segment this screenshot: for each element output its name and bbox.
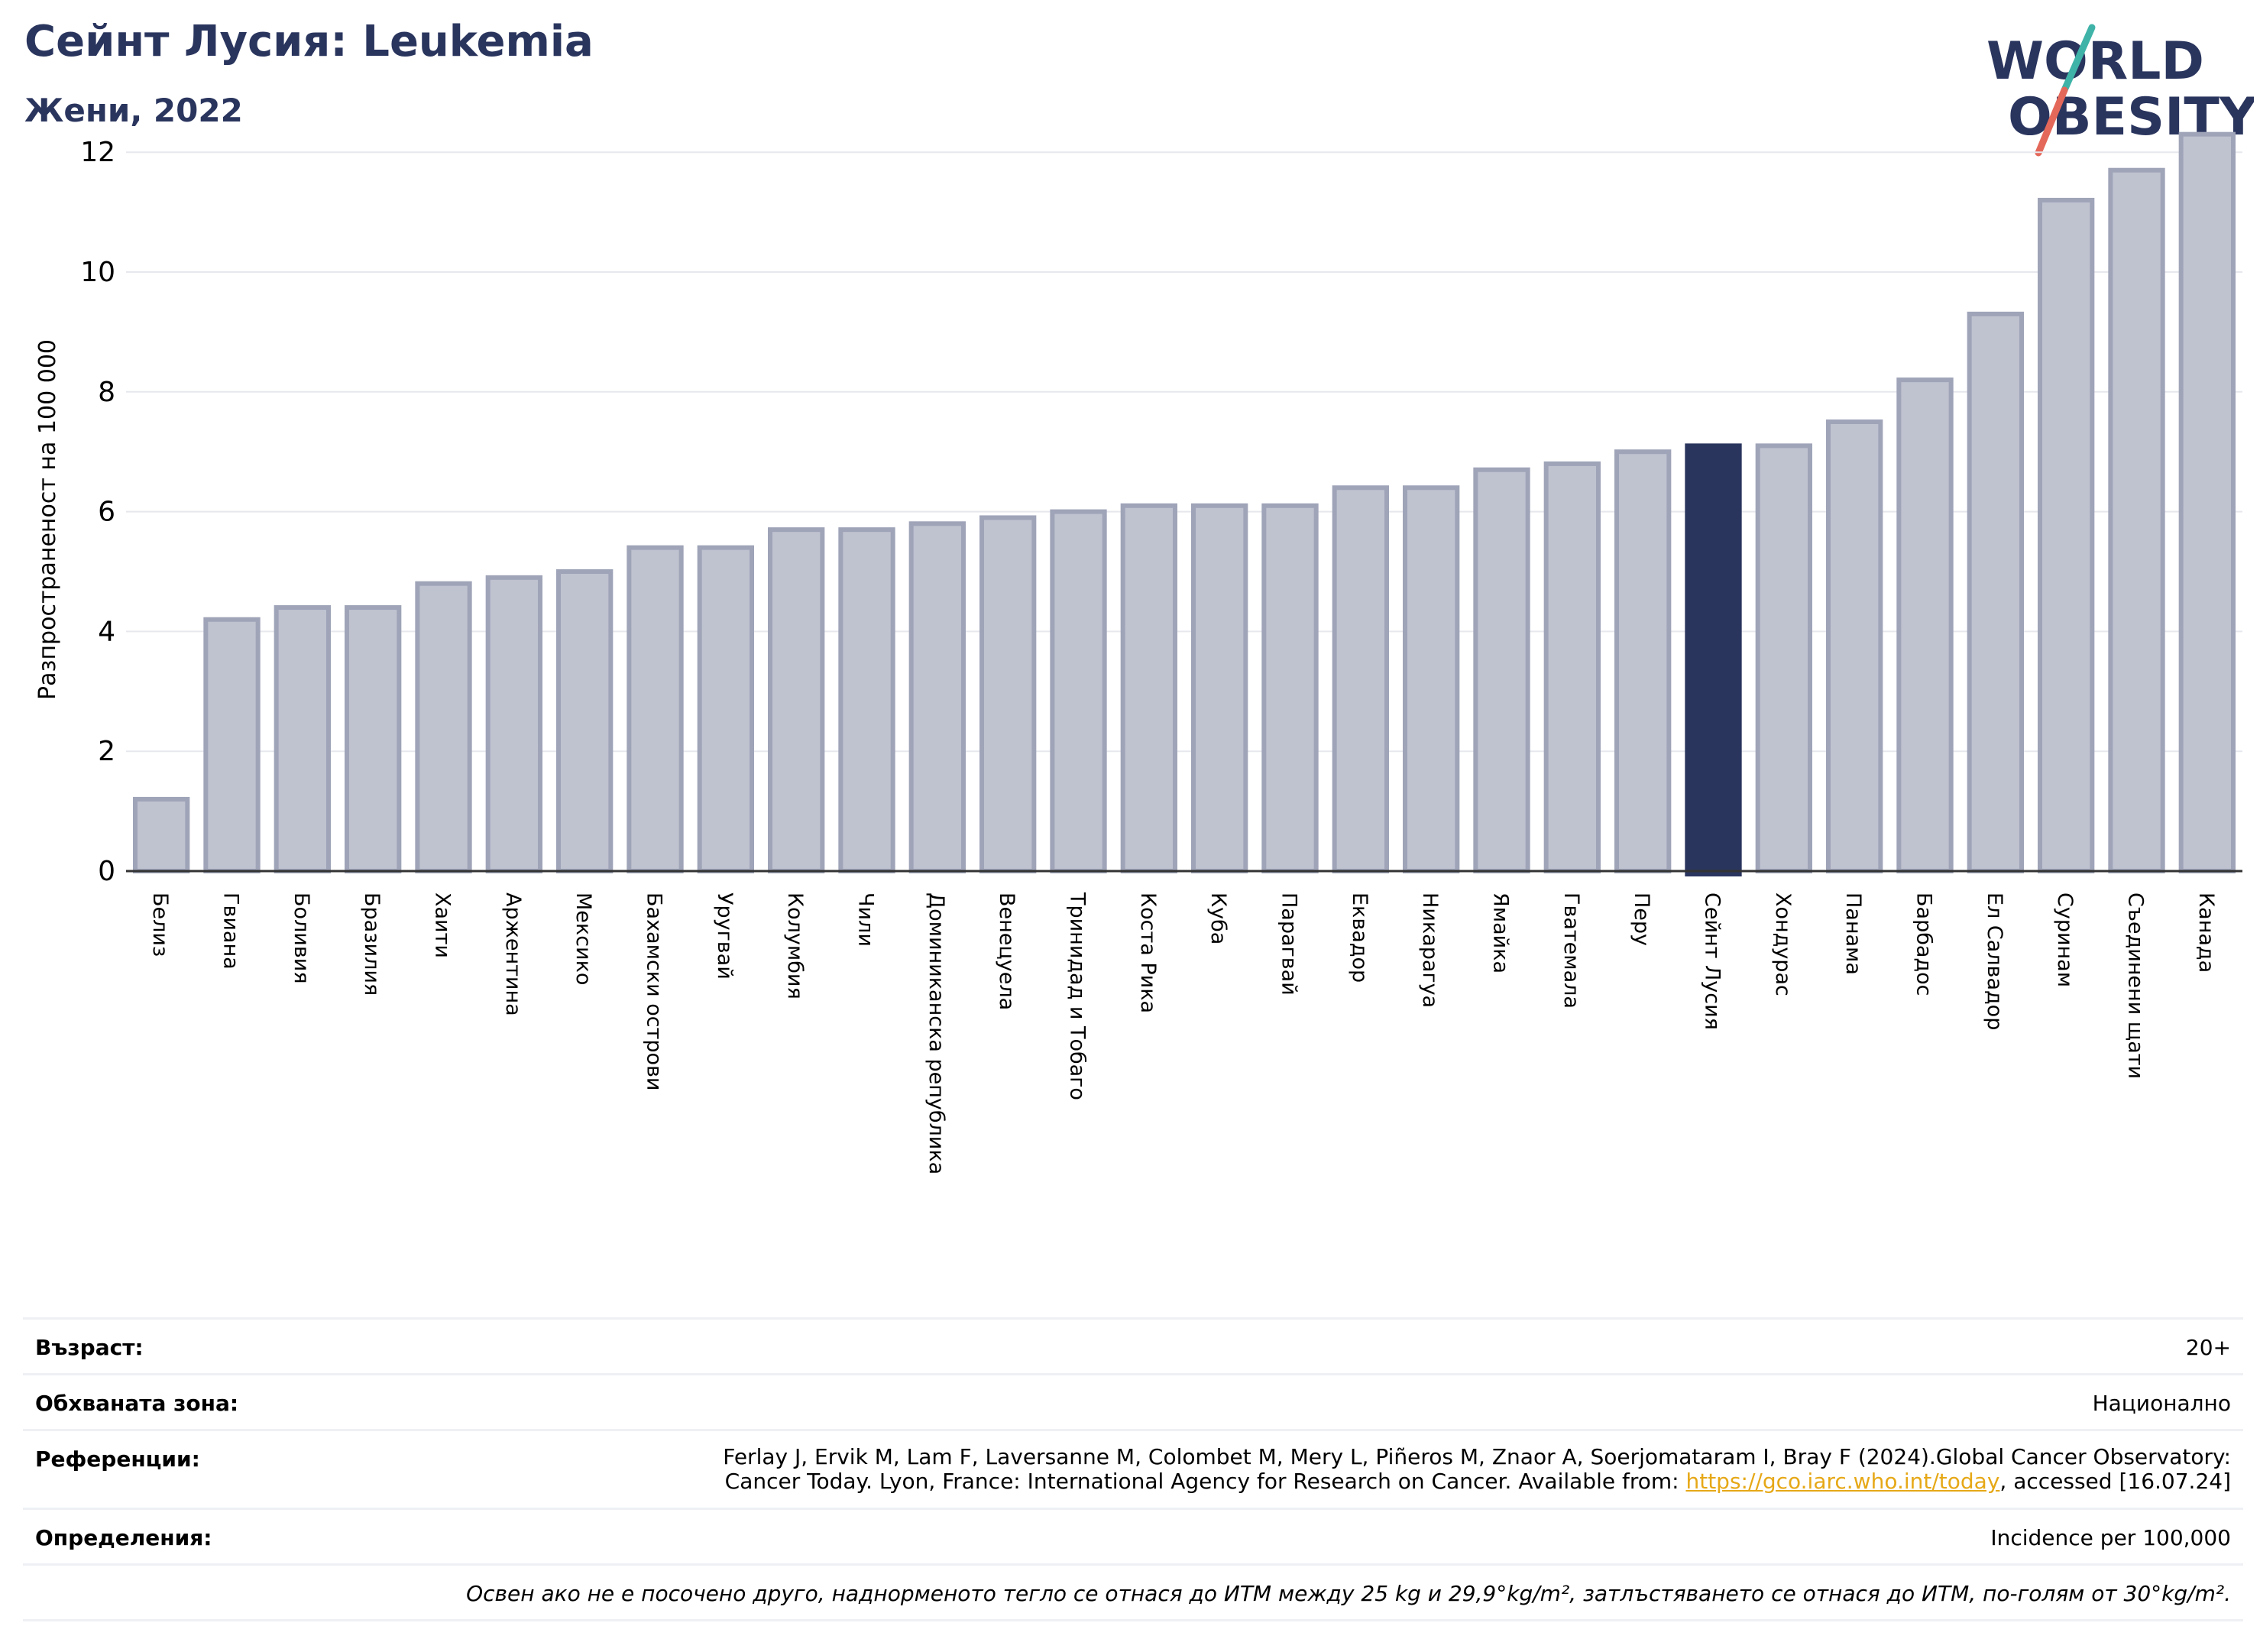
references-line2-text: Cancer Today. Lyon, France: Internationa… xyxy=(724,1469,1686,1494)
y-tick-label: 8 xyxy=(98,377,115,408)
x-tick-label: Перу xyxy=(1630,892,1653,946)
bar-18 xyxy=(1332,485,1389,873)
area-label: Обхваната зона: xyxy=(35,1391,239,1416)
x-tick-label: Ямайка xyxy=(1489,892,1513,973)
info-row-note: Освен ако не е посочено друго, наднормeн… xyxy=(23,1563,2243,1621)
x-tick-label: Парагвай xyxy=(1277,892,1301,996)
x-tick-label: Коста Рика xyxy=(1136,892,1160,1013)
bar-9 xyxy=(697,545,754,873)
bar-22 xyxy=(1614,449,1672,873)
age-label: Възраст: xyxy=(35,1335,144,1360)
y-tick-label: 2 xyxy=(98,736,115,767)
bar-11 xyxy=(838,527,895,873)
x-tick-label: Еквадор xyxy=(1348,892,1371,983)
x-tick-label: Сейнт Лусия xyxy=(1701,892,1724,1030)
info-row-definitions: Определения: Incidence per 100,000 xyxy=(23,1508,2243,1563)
x-tick-labels: Белиз Гвиана Боливия Бразилия Хаити Аржентина… xyxy=(148,892,2218,1174)
x-tick-label: Колумбия xyxy=(783,892,807,999)
x-tick-label: Хондурас xyxy=(1771,892,1795,996)
bar-20 xyxy=(1473,467,1530,873)
x-tick-label: Ел Салвадор xyxy=(1983,892,2006,1030)
age-value: 20+ xyxy=(2185,1335,2231,1360)
bar-19 xyxy=(1403,485,1460,873)
x-tick-label: Уругвай xyxy=(713,892,737,980)
bar-4 xyxy=(345,605,402,873)
x-tick-label: Канада xyxy=(2194,892,2218,973)
x-tick-label: Венецуела xyxy=(995,892,1018,1010)
x-tick-label: Аржентина xyxy=(501,892,525,1016)
logo-slash-teal xyxy=(2061,24,2096,94)
bar-14 xyxy=(1050,509,1107,873)
x-tick-label: Чили xyxy=(854,892,878,947)
area-value: Национално xyxy=(2092,1391,2231,1416)
bar-10 xyxy=(768,527,825,873)
info-row-age: Възраст: 20+ xyxy=(23,1317,2243,1373)
bar-7 xyxy=(556,569,614,873)
bar-30 xyxy=(2178,131,2236,873)
x-tick-label: Тринидад и Тобаго xyxy=(1066,892,1090,1100)
references-line2-suffix: , accessed [16.07.24] xyxy=(1999,1469,2231,1494)
x-tick-label: Гвиана xyxy=(219,892,243,970)
bar-29 xyxy=(2108,167,2165,874)
bar-8 xyxy=(627,545,684,873)
logo-line1: WORLD xyxy=(1986,31,2204,92)
references-line1: Ferlay J, Ervik M, Lam F, Laversanne M, … xyxy=(723,1444,2231,1469)
references-line2: Cancer Today. Lyon, France: Internationa… xyxy=(723,1469,2231,1494)
info-table: Възраст: 20+ Обхваната зона: Национално … xyxy=(23,1317,2243,1621)
x-tick-label: Гватемала xyxy=(1559,892,1583,1009)
bar-24 xyxy=(1755,443,1812,873)
info-row-references: Референции: Ferlay J, Ervik M, Lam F, La… xyxy=(23,1429,2243,1508)
logo-slash-coral xyxy=(2035,86,2068,157)
bar-21 xyxy=(1543,461,1601,873)
references-value: Ferlay J, Ervik M, Lam F, Laversanne M, … xyxy=(723,1445,2231,1494)
x-tick-label: Никарагуа xyxy=(1418,892,1442,1008)
page-subtitle: Жени, 2022 xyxy=(24,92,243,129)
bar-5 xyxy=(415,581,472,873)
x-tick-label: Барбадос xyxy=(1912,892,1936,996)
bar-28 xyxy=(2038,197,2095,874)
bar-1 xyxy=(133,796,190,874)
y-tick-label: 12 xyxy=(80,137,115,168)
bar-17 xyxy=(1261,503,1319,873)
bar-chart: 0 2 4 6 8 10 12 Белиз Гвиана Боливия Бразилия Хаит… xyxy=(34,131,2242,1174)
y-tick-labels: 0 2 4 6 8 10 12 xyxy=(80,137,115,887)
x-tick-label: Бразилия xyxy=(360,892,384,996)
bar-23 xyxy=(1685,443,1742,876)
bar-3 xyxy=(274,605,331,873)
page-title: Сейнт Лусия: Leukemia xyxy=(24,17,594,66)
x-tick-label: Суринам xyxy=(2053,892,2077,987)
y-tick-label: 6 xyxy=(98,497,115,528)
bar-12 xyxy=(908,521,966,874)
references-link[interactable]: https://gco.iarc.who.int/today xyxy=(1685,1469,2000,1494)
x-tick-label: Доминиканска република xyxy=(924,892,948,1174)
x-tick-label: Мексико xyxy=(571,892,595,985)
y-tick-label: 0 xyxy=(98,856,115,887)
x-tick-label: Панама xyxy=(1841,892,1865,975)
bar-27 xyxy=(1967,311,2024,873)
info-row-area: Обхваната зона: Национално xyxy=(23,1373,2243,1429)
bar-26 xyxy=(1896,377,1954,873)
x-tick-label: Съединени щати xyxy=(2124,892,2148,1079)
bar-25 xyxy=(1826,419,1883,873)
note-text: Освен ако не е посочено друго, наднормeн… xyxy=(466,1581,2231,1606)
y-tick-label: 4 xyxy=(98,616,115,647)
definitions-value: Incidence per 100,000 xyxy=(1990,1525,2231,1550)
bar-13 xyxy=(979,515,1037,873)
bar-6 xyxy=(485,575,542,874)
y-axis-label: Разпространеност на 100 000 xyxy=(34,339,61,700)
y-tick-label: 10 xyxy=(80,257,115,288)
x-tick-label: Куба xyxy=(1206,892,1230,944)
x-tick-label: Боливия xyxy=(290,892,313,984)
bar-2 xyxy=(203,617,261,873)
bar-16 xyxy=(1191,503,1248,873)
x-tick-label: Бахамски острови xyxy=(643,892,666,1090)
bar-15 xyxy=(1120,503,1177,873)
bars xyxy=(133,131,2236,876)
grid-lines xyxy=(126,151,2242,753)
references-label: Референции: xyxy=(35,1446,200,1472)
x-tick-label: Хаити xyxy=(431,892,455,958)
x-tick-label: Белиз xyxy=(148,892,172,957)
definitions-label: Определения: xyxy=(35,1525,212,1550)
